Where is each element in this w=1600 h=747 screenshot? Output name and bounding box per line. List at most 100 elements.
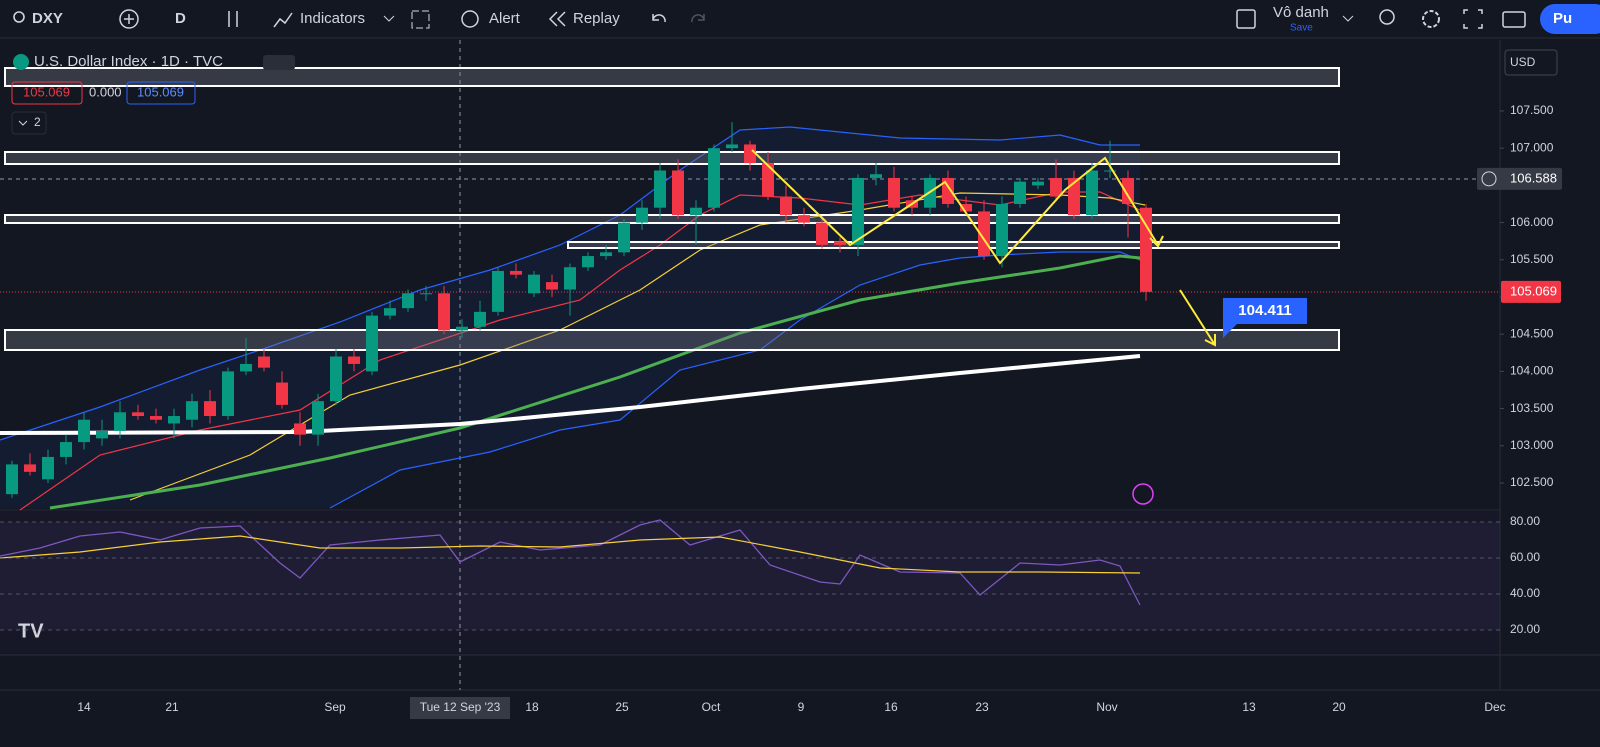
redo[interactable] xyxy=(691,14,705,23)
candle-body xyxy=(996,203,1008,257)
x-tick-label: 20 xyxy=(1332,700,1346,714)
zone xyxy=(4,329,1340,351)
replay-button[interactable]: Replay xyxy=(573,10,620,27)
candle-body xyxy=(186,401,198,420)
legend-box xyxy=(11,81,83,105)
currency-box[interactable] xyxy=(1504,49,1558,76)
x-tick-label: Oct xyxy=(702,700,721,714)
candle-body xyxy=(438,293,450,331)
rsi-ma xyxy=(0,535,1141,574)
chart-type-icon[interactable] xyxy=(228,11,238,27)
layouts-icon[interactable] xyxy=(411,10,430,29)
rsi-band xyxy=(0,522,1500,630)
x-tick-label: Tue 12 Sep '23 xyxy=(420,700,501,714)
candle-body xyxy=(24,464,36,472)
replay-icon[interactable] xyxy=(548,11,566,27)
y-tick-label: 103.000 xyxy=(1510,438,1554,452)
zone xyxy=(4,67,1340,87)
add-icon xyxy=(124,14,134,24)
candle-body xyxy=(600,252,612,257)
zone xyxy=(4,214,1340,224)
candle-body xyxy=(888,177,900,208)
candle-body xyxy=(780,196,792,216)
candle-body xyxy=(96,430,108,439)
candle-body xyxy=(348,356,360,364)
y-tick-label: 105.500 xyxy=(1510,252,1554,266)
currency[interactable]: USD xyxy=(1510,55,1536,69)
candle-body xyxy=(852,177,864,245)
bollinger-lower xyxy=(329,251,1141,509)
candle-body xyxy=(78,419,90,443)
rsi-tick-label: 80.00 xyxy=(1510,514,1540,528)
quick-search[interactable] xyxy=(1379,9,1395,25)
indicators-button[interactable]: Indicators xyxy=(300,10,365,27)
add-symbol[interactable] xyxy=(119,9,139,29)
arrow-head xyxy=(1149,235,1164,248)
candle-body xyxy=(168,416,180,424)
zone xyxy=(4,151,1340,165)
publish-button[interactable] xyxy=(1540,4,1600,34)
price-label-text: 106.588 xyxy=(1510,170,1557,185)
candle-body xyxy=(240,363,252,372)
alert-button[interactable]: Alert xyxy=(489,10,521,27)
symbol-icon xyxy=(13,54,29,70)
settings[interactable] xyxy=(1422,10,1440,28)
candle-body xyxy=(672,170,684,216)
legend-close: 105.069 xyxy=(137,84,184,99)
dropdown[interactable] xyxy=(383,15,395,22)
candle-body xyxy=(816,222,828,245)
x-tick-label: Nov xyxy=(1096,700,1117,714)
alert-icon[interactable] xyxy=(461,10,479,28)
chevron xyxy=(18,120,28,126)
candle-body xyxy=(222,371,234,417)
event-icon[interactable] xyxy=(1132,483,1154,505)
undo[interactable] xyxy=(652,14,666,23)
rsi-pane xyxy=(0,510,1500,655)
x-tick-label: 14 xyxy=(77,700,91,714)
y-tick-label: 104.500 xyxy=(1510,326,1554,340)
crosshair-time-box xyxy=(410,697,510,719)
candle-body xyxy=(1068,177,1080,216)
rsi-line xyxy=(0,519,1141,606)
layout-box[interactable] xyxy=(1236,9,1256,29)
legend-collapse[interactable] xyxy=(11,111,47,135)
snapshot[interactable] xyxy=(1502,11,1526,28)
candle-body xyxy=(114,412,126,431)
candle-body xyxy=(528,274,540,294)
x-tick-label: Dec xyxy=(1484,700,1505,714)
candle-body xyxy=(402,293,414,309)
candle-body xyxy=(744,144,756,164)
interval[interactable]: D xyxy=(175,10,186,27)
zigzag xyxy=(751,149,1159,265)
candle-body xyxy=(366,315,378,372)
candle-body xyxy=(384,308,396,316)
dropdown[interactable] xyxy=(1342,15,1354,22)
candle-body xyxy=(618,222,630,253)
user-name[interactable]: Vô danh xyxy=(1273,4,1329,21)
publish-label[interactable]: Pu xyxy=(1553,10,1572,27)
x-tick-label: 25 xyxy=(615,700,629,714)
candle-body xyxy=(1032,181,1044,186)
candle-body xyxy=(1050,177,1062,197)
legend-toggle[interactable] xyxy=(263,55,295,70)
candles xyxy=(6,122,1152,498)
y-tick-label: 107.500 xyxy=(1510,103,1554,117)
legend-open: 105.069 xyxy=(23,84,70,99)
y-tick-label: 106.000 xyxy=(1510,215,1554,229)
candle-body xyxy=(420,293,432,295)
candle-body xyxy=(870,174,882,178)
tv-logo: TV xyxy=(18,620,44,642)
search-icon[interactable] xyxy=(13,11,25,23)
indicators-icon[interactable] xyxy=(273,12,293,28)
candle-body xyxy=(1014,181,1026,204)
candle-body xyxy=(204,401,216,417)
fullscreen[interactable] xyxy=(1463,9,1483,29)
candle-body xyxy=(726,144,738,149)
x-tick-label: 13 xyxy=(1242,700,1256,714)
symbol[interactable]: DXY xyxy=(32,10,63,27)
candle-body xyxy=(546,282,558,290)
candle-body xyxy=(708,148,720,208)
candle-body xyxy=(1086,170,1098,216)
save-status[interactable]: Save xyxy=(1290,23,1313,34)
